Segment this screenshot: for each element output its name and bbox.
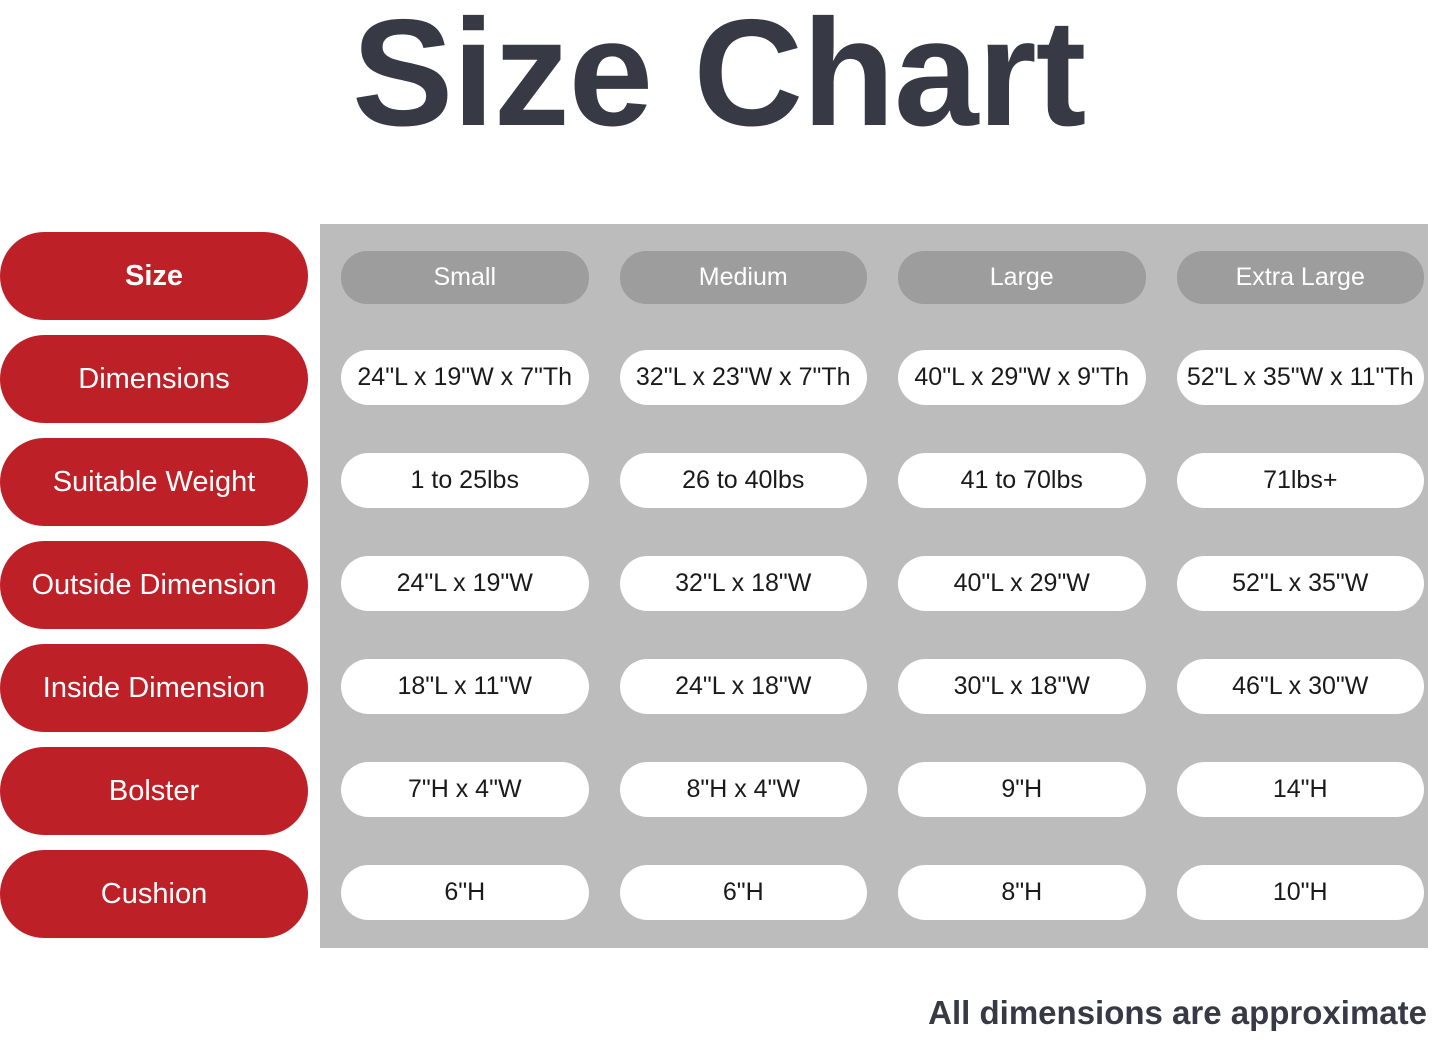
table-cell-text: 6"H: [444, 878, 486, 906]
table-cell-text: 30"L x 18"W: [953, 672, 1090, 700]
page-title: Size Chart: [352, 0, 1086, 158]
footnote: All dimensions are approximate: [928, 994, 1427, 1031]
row-label-text: Inside Dimension: [42, 671, 266, 704]
table-cell-text: 52"L x 35"W: [1232, 569, 1369, 597]
table-cell: 46"L x 30"W: [1176, 659, 1424, 714]
table-cell: 40"L x 29"W: [898, 556, 1146, 611]
table-cell-text: 24"L x 19"W x 7"Th: [357, 363, 573, 391]
table-cell: 7"H x 4"W: [341, 762, 589, 817]
table-cell: 32"L x 18"W: [619, 556, 867, 611]
table-cell: 6"H: [341, 865, 589, 920]
table-cell: 14"H: [1176, 762, 1424, 817]
row-label-text: Dimensions: [78, 362, 230, 395]
table-cell: 6"H: [619, 865, 867, 920]
table-row: 1 to 25lbs 26 to 40lbs 41 to 70lbs 71lbs…: [341, 453, 1424, 508]
table-cell-text: 40"L x 29"W x 9"Th: [914, 363, 1130, 391]
table-row: 24"L x 19"W 32"L x 18"W 40"L x 29"W 52"L…: [341, 556, 1424, 611]
table-row: 24"L x 19"W x 7"Th 32"L x 23"W x 7"Th 40…: [341, 350, 1424, 405]
column-header-extra-large: Extra Large: [1176, 251, 1424, 304]
table-cell-text: 1 to 25lbs: [410, 466, 519, 494]
table-cell: 24"L x 19"W x 7"Th: [341, 350, 589, 405]
column-header-text: Small: [433, 263, 496, 291]
table-cell: 8"H: [898, 865, 1146, 920]
table-cell: 32"L x 23"W x 7"Th: [619, 350, 867, 405]
column-header-large: Large: [898, 251, 1146, 304]
table-cell-text: 46"L x 30"W: [1232, 672, 1369, 700]
size-table: Small Medium Large Extra Large 24"L x 19…: [341, 251, 1424, 920]
table-cell: 40"L x 29"W x 9"Th: [898, 350, 1146, 405]
row-label-text: Cushion: [100, 877, 208, 910]
column-header-text: Large: [989, 263, 1054, 291]
table-cell-text: 71lbs+: [1263, 466, 1338, 494]
table-cell: 18"L x 11"W: [341, 659, 589, 714]
table-cell: 26 to 40lbs: [619, 453, 867, 508]
table-cell: 24"L x 19"W: [341, 556, 589, 611]
row-label-bolster: Bolster: [0, 747, 308, 835]
row-label-text: Bolster: [108, 774, 200, 807]
table-cell-text: 6"H: [722, 878, 764, 906]
row-label-text: Size: [124, 259, 184, 292]
table-row: 6"H 6"H 8"H 10"H: [341, 865, 1424, 920]
table-cell: 9"H: [898, 762, 1146, 817]
table-cell-text: 8"H x 4"W: [686, 775, 801, 803]
table-cell-text: 32"L x 18"W: [675, 569, 812, 597]
row-label-column: Size Dimensions Suitable Weight Outside …: [0, 232, 308, 938]
table-cell: 1 to 25lbs: [341, 453, 589, 508]
table-cell-text: 40"L x 29"W: [953, 569, 1090, 597]
table-cell: 30"L x 18"W: [898, 659, 1146, 714]
table-row: 7"H x 4"W 8"H x 4"W 9"H 14"H: [341, 762, 1424, 817]
column-header-text: Extra Large: [1235, 263, 1365, 291]
row-label-dimensions: Dimensions: [0, 335, 308, 423]
table-cell-text: 26 to 40lbs: [682, 466, 805, 494]
table-row: 18"L x 11"W 24"L x 18"W 30"L x 18"W 46"L…: [341, 659, 1424, 714]
table-cell-text: 18"L x 11"W: [397, 672, 532, 700]
table-cell-text: 32"L x 23"W x 7"Th: [635, 363, 851, 391]
column-header-text: Medium: [698, 263, 788, 291]
table-cell-text: 52"L x 35"W x 11"Th: [1186, 363, 1414, 391]
row-label-inside-dimension: Inside Dimension: [0, 644, 308, 732]
column-header-medium: Medium: [619, 251, 867, 304]
row-label-size: Size: [0, 232, 308, 320]
row-label-suitable-weight: Suitable Weight: [0, 438, 308, 526]
table-cell: 71lbs+: [1176, 453, 1424, 508]
table-cell-text: 10"H: [1272, 878, 1328, 906]
table-cell: 24"L x 18"W: [619, 659, 867, 714]
row-label-outside-dimension: Outside Dimension: [0, 541, 308, 629]
table-cell: 8"H x 4"W: [619, 762, 867, 817]
table-cell-text: 14"H: [1272, 775, 1328, 803]
table-header-row: Small Medium Large Extra Large: [341, 251, 1424, 304]
table-cell: 52"L x 35"W x 11"Th: [1176, 350, 1424, 405]
table-cell-text: 9"H: [1001, 775, 1043, 803]
table-cell-text: 24"L x 18"W: [675, 672, 812, 700]
table-cell-text: 7"H x 4"W: [407, 775, 522, 803]
table-cell: 41 to 70lbs: [898, 453, 1146, 508]
row-label-text: Suitable Weight: [52, 465, 256, 498]
table-cell-text: 24"L x 19"W: [396, 569, 533, 597]
row-label-cushion: Cushion: [0, 850, 308, 938]
table-cell: 52"L x 35"W: [1176, 556, 1424, 611]
table-cell: 10"H: [1176, 865, 1424, 920]
table-cell-text: 41 to 70lbs: [960, 466, 1083, 494]
row-label-text: Outside Dimension: [31, 568, 277, 601]
column-header-small: Small: [341, 251, 589, 304]
table-cell-text: 8"H: [1001, 878, 1043, 906]
